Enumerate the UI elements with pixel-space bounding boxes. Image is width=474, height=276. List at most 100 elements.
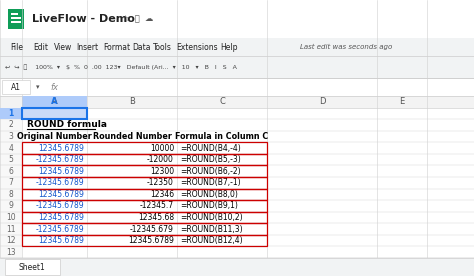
Bar [22, 154, 474, 165]
Text: =ROUND(B8,0): =ROUND(B8,0) [180, 190, 238, 199]
Bar [0, 56, 474, 78]
Text: A: A [51, 97, 58, 106]
Text: -12345.6789: -12345.6789 [36, 178, 84, 187]
Text: 8: 8 [9, 190, 13, 199]
Text: 12345.6789: 12345.6789 [38, 190, 84, 199]
Bar [0, 177, 22, 189]
Text: 10000: 10000 [150, 144, 174, 153]
Text: C: C [219, 97, 225, 106]
Text: -12345.679: -12345.679 [130, 225, 174, 233]
Text: 2: 2 [9, 120, 13, 129]
Text: 12345.6789: 12345.6789 [38, 236, 84, 245]
Text: File: File [10, 43, 23, 52]
Text: 1: 1 [9, 109, 13, 118]
Bar [22, 131, 474, 142]
Bar [0, 119, 22, 131]
Text: 1: 1 [9, 109, 14, 118]
Text: A1: A1 [11, 83, 21, 92]
Text: -12345.7: -12345.7 [140, 201, 174, 210]
Text: B: B [129, 97, 135, 106]
Text: 12: 12 [6, 236, 16, 245]
Text: Sheet1: Sheet1 [18, 262, 46, 272]
Text: 12345.6789: 12345.6789 [128, 236, 174, 245]
Bar [0, 212, 22, 223]
Text: fx: fx [50, 83, 58, 92]
Bar [0, 38, 474, 56]
Bar [0, 108, 22, 119]
Text: =ROUND(B7,-1): =ROUND(B7,-1) [180, 178, 241, 187]
Bar [0, 189, 22, 200]
Text: 11: 11 [6, 225, 16, 233]
Bar [22, 142, 474, 154]
Text: 12345.68: 12345.68 [138, 213, 174, 222]
Bar [22, 154, 267, 165]
Text: 12346: 12346 [150, 190, 174, 199]
Text: 12345.6789: 12345.6789 [38, 167, 84, 176]
Bar [22, 235, 267, 246]
Text: ▾: ▾ [36, 84, 39, 90]
Bar [11, 13, 18, 15]
Bar [11, 21, 21, 23]
Text: 7: 7 [9, 178, 13, 187]
Text: =ROUND(B4,-4): =ROUND(B4,-4) [180, 144, 241, 153]
Text: -12000: -12000 [147, 155, 174, 164]
Bar [0, 78, 474, 96]
Text: =ROUND(B9,1): =ROUND(B9,1) [180, 201, 238, 210]
Bar [0, 223, 22, 235]
Text: 3: 3 [9, 132, 13, 141]
Bar [22, 223, 474, 235]
Text: Tools: Tools [153, 43, 172, 52]
Bar [22, 119, 474, 131]
Bar [2, 80, 30, 94]
Bar [11, 17, 21, 19]
Bar [22, 212, 474, 223]
Bar [22, 177, 474, 189]
Bar [0, 165, 22, 177]
Bar [22, 177, 267, 189]
Bar [8, 9, 24, 29]
Bar [0, 108, 22, 119]
Bar [0, 246, 22, 258]
Text: 12300: 12300 [150, 167, 174, 176]
Bar [0, 96, 474, 108]
Text: 5: 5 [9, 155, 13, 164]
Text: 12345.6789: 12345.6789 [38, 213, 84, 222]
Text: Format: Format [103, 43, 130, 52]
Text: ☆  ⧗  ☁: ☆ ⧗ ☁ [122, 15, 154, 23]
Bar [22, 142, 267, 154]
Text: Rounded Number: Rounded Number [92, 132, 172, 141]
Text: =ROUND(B5,-3): =ROUND(B5,-3) [180, 155, 241, 164]
Text: Formula in Column C: Formula in Column C [175, 132, 269, 141]
Bar [22, 235, 474, 246]
Text: 4: 4 [9, 144, 13, 153]
Bar [0, 154, 22, 165]
Text: D: D [319, 97, 325, 106]
Text: 6: 6 [9, 167, 13, 176]
Text: 10: 10 [6, 213, 16, 222]
Bar [22, 108, 474, 119]
Bar [22, 189, 267, 200]
Bar [22, 212, 267, 223]
Bar [5, 259, 60, 275]
Text: Last edit was seconds ago: Last edit was seconds ago [300, 44, 392, 50]
Text: =ROUND(B6,-2): =ROUND(B6,-2) [180, 167, 241, 176]
Bar [0, 131, 22, 142]
Bar [0, 0, 474, 38]
Text: =ROUND(B10,2): =ROUND(B10,2) [180, 213, 243, 222]
Text: -12350: -12350 [147, 178, 174, 187]
Text: Extensions: Extensions [176, 43, 218, 52]
Text: A: A [52, 97, 57, 106]
Text: =ROUND(B12,4): =ROUND(B12,4) [180, 236, 243, 245]
Bar [22, 189, 474, 200]
Bar [22, 246, 474, 258]
Text: Data: Data [132, 43, 151, 52]
Bar [22, 108, 87, 119]
Bar [22, 223, 267, 235]
Text: Help: Help [220, 43, 237, 52]
Text: View: View [54, 43, 72, 52]
Text: E: E [400, 97, 405, 106]
Text: ROUND formula: ROUND formula [27, 120, 107, 129]
Bar [22, 165, 267, 177]
Bar [22, 96, 87, 108]
Bar [22, 108, 87, 119]
